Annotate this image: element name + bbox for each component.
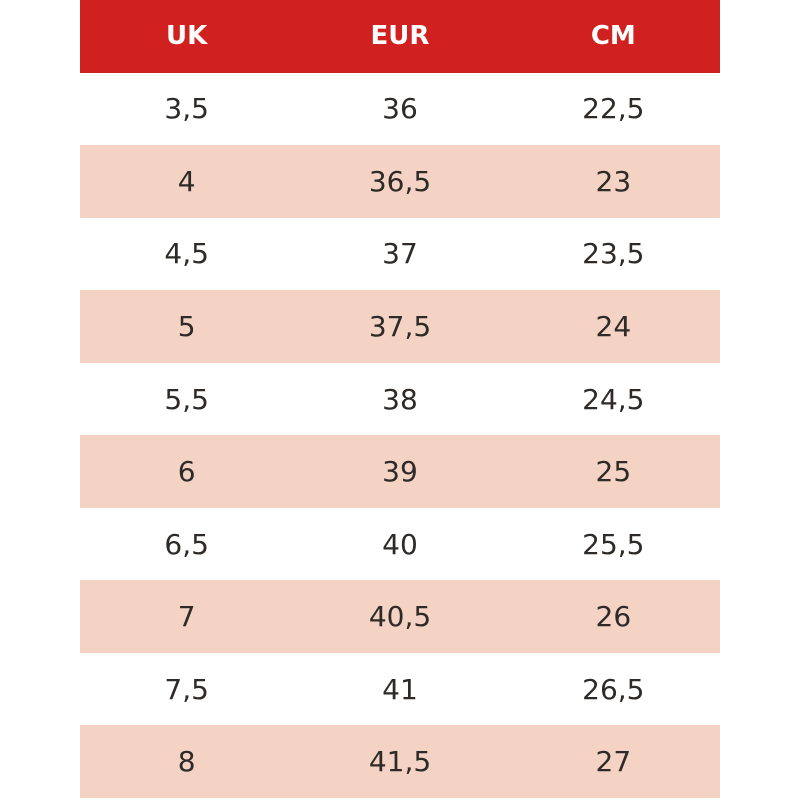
table-cell: 40 bbox=[382, 527, 418, 561]
table-row: 3,5 36 22,5 bbox=[80, 72, 720, 146]
table-cell: 36,5 bbox=[368, 164, 432, 198]
table-cell: 6,5 bbox=[164, 527, 209, 561]
table-cell: 8 bbox=[177, 745, 196, 779]
table-row: 7 40,5 26 bbox=[80, 580, 720, 653]
table-row: 4 36,5 23 bbox=[80, 145, 720, 218]
table-cell: 5,5 bbox=[164, 382, 209, 416]
header-cell-uk: UK bbox=[166, 21, 208, 52]
table-cell: 25 bbox=[595, 455, 632, 489]
table-row: 4,5 37 23,5 bbox=[80, 217, 720, 291]
table-body: 3,5 36 22,5 4 36,5 23 4,5 37 23,5 5 37,5 24 5,5 38 24,… bbox=[80, 72, 720, 799]
table-cell: 37 bbox=[382, 237, 418, 271]
table-cell: 4 bbox=[177, 164, 196, 198]
table-cell: 39 bbox=[382, 455, 418, 489]
size-conversion-table: UK EUR CM 3,5 36 22,5 4 36,5 23 4,5 37 23,5 5 37,5 24… bbox=[80, 0, 720, 799]
table-cell: 6 bbox=[177, 455, 196, 489]
table-cell: 7,5 bbox=[164, 672, 209, 706]
table-cell: 24,5 bbox=[582, 382, 645, 416]
table-cell: 24 bbox=[595, 309, 632, 343]
table-cell: 41,5 bbox=[368, 745, 432, 779]
table-cell: 26 bbox=[595, 600, 632, 634]
table-row: 7,5 41 26,5 bbox=[80, 652, 720, 726]
table-row: 8 41,5 27 bbox=[80, 725, 720, 799]
table-cell: 26,5 bbox=[582, 672, 645, 706]
table-cell: 27 bbox=[595, 745, 632, 779]
table-cell: 4,5 bbox=[164, 237, 209, 271]
table-cell: 23,5 bbox=[582, 237, 645, 271]
table-cell: 23 bbox=[595, 164, 632, 198]
table-cell: 38 bbox=[382, 382, 418, 416]
table-cell: 37,5 bbox=[368, 309, 432, 343]
table-cell: 7 bbox=[177, 600, 196, 634]
table-cell: 25,5 bbox=[582, 527, 645, 561]
header-cell-eur: EUR bbox=[370, 21, 430, 52]
table-row: 5,5 38 24,5 bbox=[80, 362, 720, 436]
table-cell: 41 bbox=[382, 672, 418, 706]
table-cell: 40,5 bbox=[368, 600, 432, 634]
table-cell: 5 bbox=[177, 309, 196, 343]
table-cell: 36 bbox=[382, 92, 418, 126]
table-row: 5 37,5 24 bbox=[80, 290, 720, 363]
table-row: 6,5 40 25,5 bbox=[80, 507, 720, 581]
table-header-row: UK EUR CM bbox=[80, 0, 720, 73]
table-cell: 22,5 bbox=[582, 92, 645, 126]
header-cell-cm: CM bbox=[590, 21, 636, 52]
table-cell: 3,5 bbox=[164, 92, 209, 126]
table-row: 6 39 25 bbox=[80, 435, 720, 508]
